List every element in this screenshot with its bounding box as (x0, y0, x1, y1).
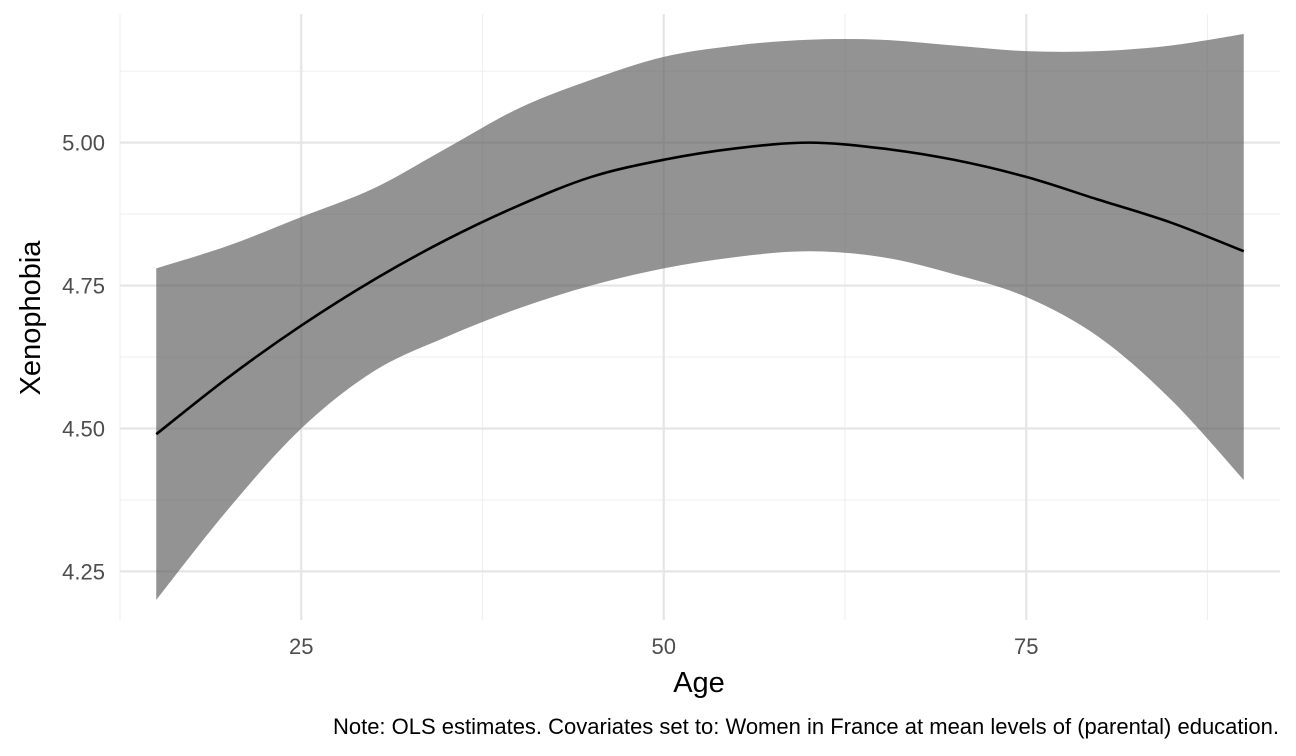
y-tick-label: 5.00 (62, 131, 105, 156)
fitted-line-layer (155, 141, 1245, 436)
x-axis-ticks: 25 50 75 (289, 634, 1038, 659)
y-tick-label: 4.25 (62, 559, 105, 584)
x-tick-label: 50 (652, 634, 676, 659)
x-tick-label: 75 (1014, 634, 1038, 659)
x-axis-title: Age (673, 667, 725, 699)
y-axis-ticks: 4.25 4.50 4.75 5.00 (62, 131, 105, 585)
x-tick-label: 25 (289, 634, 313, 659)
fitted-line (155, 141, 1245, 436)
confidence-band (156, 34, 1244, 600)
y-tick-label: 4.50 (62, 416, 105, 441)
y-axis-title: Xenophobia (15, 240, 47, 396)
confidence-band-layer (156, 34, 1244, 600)
plot-caption: Note: OLS estimates. Covariates set to: … (333, 714, 1279, 739)
y-tick-label: 4.75 (62, 274, 105, 299)
